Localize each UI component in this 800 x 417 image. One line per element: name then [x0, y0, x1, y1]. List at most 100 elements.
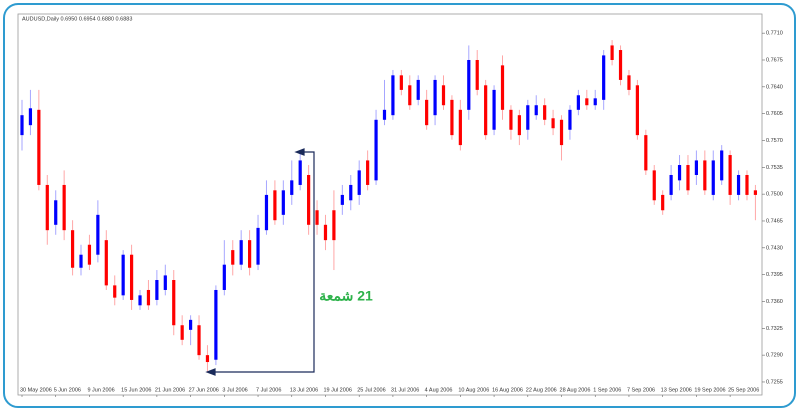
candle-body: [644, 135, 648, 171]
candle-body: [677, 165, 682, 181]
range-arrow: [205, 148, 315, 376]
x-tick-label: 13 Sep 2006: [661, 387, 692, 393]
annotation: 21 شمعة: [319, 288, 373, 304]
candle-body: [155, 280, 159, 300]
y-tick-label: 0.7570: [766, 138, 783, 144]
candles: [20, 40, 758, 373]
candle-body: [138, 295, 142, 306]
candle-body: [366, 160, 370, 185]
y-tick-label: 0.7395: [766, 272, 783, 278]
candle-body: [475, 59, 479, 90]
candle-body: [323, 224, 328, 241]
candle-body: [374, 119, 378, 181]
x-tick-label: 31 Jul 2006: [391, 387, 419, 393]
candle-body: [711, 160, 715, 195]
candle-body: [467, 59, 471, 110]
candle-body: [129, 254, 134, 300]
candle-body: [745, 174, 749, 195]
candle-body: [70, 230, 75, 268]
candle-body: [635, 85, 639, 136]
y-tick-label: 0.7710: [766, 31, 783, 37]
candle-body: [172, 280, 176, 326]
candle-body: [113, 285, 117, 298]
y-tick-label: 0.7255: [766, 379, 783, 385]
y-tick-label: 0.7535: [766, 165, 783, 171]
candle-body: [585, 98, 589, 106]
candle-body: [433, 79, 437, 116]
candle-body: [526, 105, 530, 130]
candle-body: [661, 194, 665, 211]
candle-body: [222, 264, 226, 290]
candle-body: [686, 165, 690, 191]
candle-body: [425, 99, 429, 126]
candle-body: [610, 45, 614, 60]
candle-body: [500, 65, 505, 110]
candle-body: [307, 174, 311, 225]
y-tick-label: 0.7605: [766, 111, 783, 117]
candle-body: [703, 160, 707, 191]
candle-body: [214, 289, 218, 360]
candle-body: [593, 98, 597, 106]
candle-body: [349, 184, 353, 201]
candle-body: [576, 95, 580, 110]
candle-body: [332, 210, 336, 241]
candle-body: [753, 190, 758, 195]
candle-body: [197, 325, 201, 356]
candle-body: [340, 194, 344, 205]
candle-body: [357, 170, 361, 195]
candle-body: [509, 109, 513, 130]
x-tick-label: 3 Jul 2006: [222, 387, 247, 393]
candle-body: [54, 200, 58, 225]
arrow-head: [205, 368, 216, 376]
candle-body: [273, 190, 277, 221]
x-tick-label: 25 Sep 2006: [728, 387, 759, 393]
candle-body: [450, 99, 454, 136]
y-tick-label: 0.7360: [766, 299, 783, 305]
x-tick-label: 4 Aug 2006: [425, 387, 453, 393]
chart-title: AUDUSD,Daily 0.6950 0.6954 0.6880 0.6883: [22, 16, 132, 22]
candle-body: [121, 254, 125, 296]
x-tick-label: 22 Aug 2006: [526, 387, 557, 393]
candle-body: [45, 184, 49, 231]
candle-body: [441, 85, 446, 106]
candle-body: [205, 355, 210, 363]
x-tick-label: 25 Jul 2006: [357, 387, 385, 393]
x-tick-label: 27 Jun 2006: [189, 387, 219, 393]
candle-body: [382, 109, 387, 120]
candle-body: [163, 275, 167, 290]
candle-body: [627, 75, 631, 90]
candle-body: [281, 190, 285, 215]
candle-body: [694, 160, 698, 175]
candle-body: [290, 180, 294, 195]
candle-body: [79, 254, 83, 268]
x-tick-label: 15 Jun 2006: [121, 387, 151, 393]
candle-body: [728, 155, 732, 195]
candle-body: [458, 109, 462, 146]
candle-body: [602, 55, 606, 100]
x-tick-label: 1 Sep 2006: [593, 387, 621, 393]
candle-body: [720, 150, 724, 181]
y-tick-label: 0.7465: [766, 218, 783, 224]
candle-body: [37, 109, 41, 185]
candle-body: [180, 325, 184, 340]
candle-body: [87, 244, 92, 265]
candle-body: [484, 85, 488, 136]
candle-body: [298, 160, 302, 185]
candle-body: [408, 85, 412, 106]
candle-body: [146, 289, 151, 306]
candle-body: [618, 50, 623, 80]
candle-body: [62, 184, 66, 231]
candle-body: [517, 115, 521, 136]
candle-body: [248, 240, 252, 268]
x-tick-label: 7 Jul 2006: [256, 387, 281, 393]
candle-body: [551, 118, 555, 129]
candle-body: [652, 170, 656, 201]
candle-body: [559, 119, 564, 146]
plot-area: [17, 13, 763, 396]
candle-body: [239, 240, 243, 265]
candle-body: [264, 194, 269, 231]
candle-body: [20, 115, 24, 136]
y-tick-label: 0.7640: [766, 84, 783, 90]
candle-body: [492, 89, 496, 130]
